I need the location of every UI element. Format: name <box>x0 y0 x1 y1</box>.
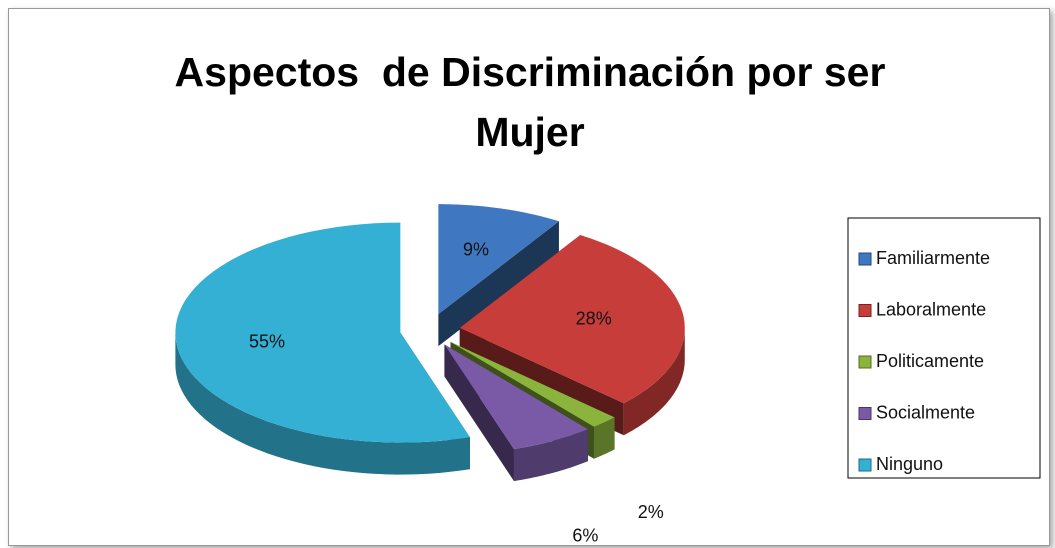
data-label: 55% <box>249 332 285 352</box>
slice-wall <box>438 221 559 347</box>
data-label: 6% <box>572 526 598 546</box>
legend-swatch <box>858 458 872 472</box>
chart-title: Aspectos de Discriminación por ser Mujer <box>174 49 897 155</box>
data-label: 2% <box>638 502 664 522</box>
pie-slice <box>438 204 559 347</box>
legend-label: Politicamente <box>876 351 984 371</box>
legend-swatch <box>858 252 872 266</box>
slice-side <box>513 429 588 482</box>
slice-top <box>175 222 470 443</box>
data-label: 28% <box>576 308 612 328</box>
pie-slice <box>444 344 588 482</box>
legend-label: Familiarmente <box>876 248 990 268</box>
legend-label: Ninguno <box>876 454 943 474</box>
legend-swatch <box>858 355 872 369</box>
data-label: 9% <box>463 240 489 260</box>
slice-top <box>459 235 685 404</box>
legend-swatch <box>858 304 872 317</box>
slice-top <box>438 204 559 315</box>
slice-top <box>450 342 615 427</box>
slice-wall <box>444 344 514 482</box>
slice-top <box>444 344 588 450</box>
legend-box <box>847 217 1041 479</box>
slice-side <box>623 327 685 436</box>
legend-label: Socialmente <box>876 402 975 422</box>
pie-slice <box>175 222 470 475</box>
legend-swatch <box>858 407 872 420</box>
slice-side <box>175 332 470 475</box>
legend-label: Laboralmente <box>876 299 986 319</box>
slice-side <box>593 417 615 459</box>
